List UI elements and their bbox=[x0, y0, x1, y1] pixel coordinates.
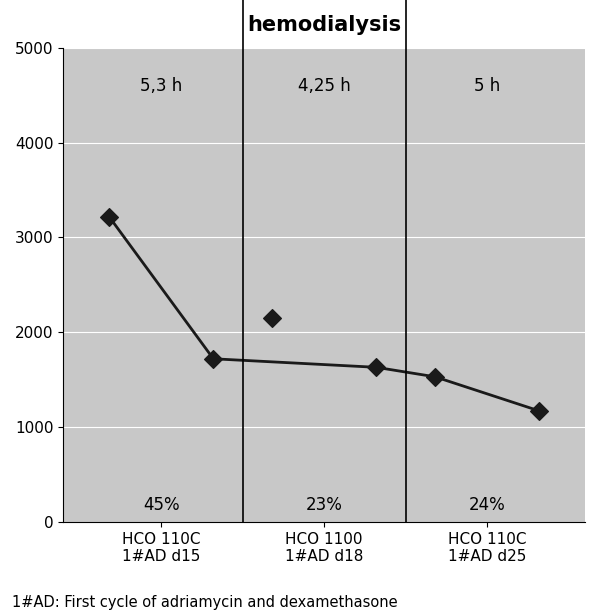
Point bbox=[430, 372, 440, 382]
Point bbox=[267, 313, 277, 323]
Point bbox=[104, 211, 114, 221]
Text: 5 h: 5 h bbox=[474, 76, 500, 95]
Text: 4,25 h: 4,25 h bbox=[298, 76, 350, 95]
Text: 1#AD: First cycle of adriamycin and dexamethasone: 1#AD: First cycle of adriamycin and dexa… bbox=[12, 595, 398, 610]
Text: 23%: 23% bbox=[306, 496, 343, 514]
Text: 24%: 24% bbox=[469, 496, 506, 514]
Text: 5,3 h: 5,3 h bbox=[140, 76, 182, 95]
Text: 45%: 45% bbox=[143, 496, 179, 514]
Point bbox=[535, 406, 544, 416]
Point bbox=[371, 362, 381, 372]
Point bbox=[209, 354, 218, 363]
Title: hemodialysis: hemodialysis bbox=[247, 15, 401, 35]
